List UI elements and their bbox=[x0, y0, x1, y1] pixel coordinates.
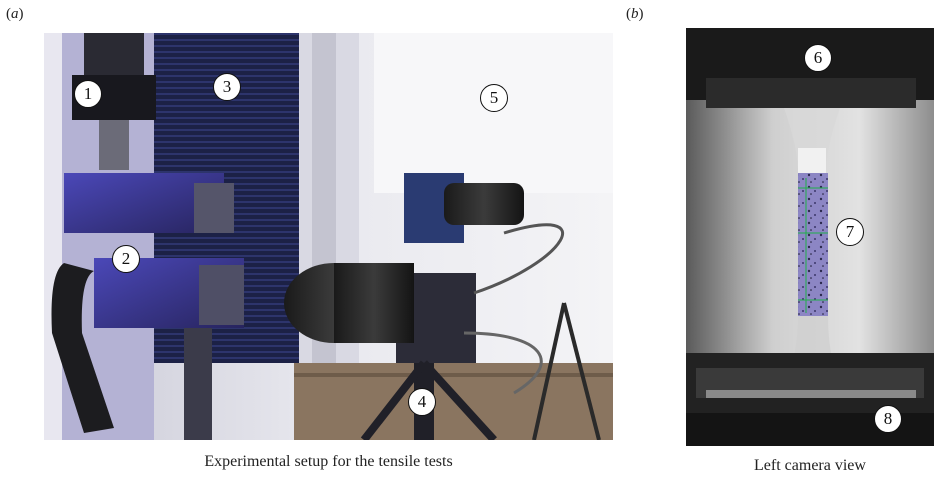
setup-photo-illustration bbox=[44, 33, 613, 440]
callout-6: 6 bbox=[804, 44, 832, 72]
callout-7: 7 bbox=[836, 218, 864, 246]
callout-3: 3 bbox=[213, 73, 241, 101]
camera-view-caption: Left camera view bbox=[754, 457, 866, 474]
panel-b-label: (b) bbox=[626, 6, 644, 22]
callout-4: 4 bbox=[408, 388, 436, 416]
callout-1: 1 bbox=[74, 80, 102, 108]
callout-8: 8 bbox=[874, 405, 902, 433]
setup-caption: Experimental setup for the tensile tests bbox=[204, 453, 453, 470]
callout-2: 2 bbox=[112, 245, 140, 273]
setup-photo bbox=[44, 33, 613, 440]
camera-view-illustration bbox=[686, 28, 934, 446]
camera-view-photo bbox=[686, 28, 934, 446]
callout-5: 5 bbox=[480, 84, 508, 112]
panel-a-label: (a) bbox=[6, 6, 24, 22]
